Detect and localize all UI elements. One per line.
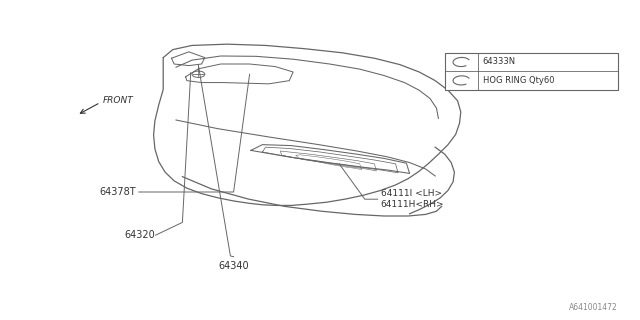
Bar bbox=[445, 53, 618, 90]
Text: 64111I <LH>: 64111I <LH> bbox=[381, 189, 442, 198]
Text: A641001472: A641001472 bbox=[569, 303, 618, 312]
Text: 64340: 64340 bbox=[218, 260, 249, 271]
Text: 64378T: 64378T bbox=[99, 187, 136, 197]
Text: FRONT: FRONT bbox=[102, 96, 133, 105]
Text: HOG RING Qty60: HOG RING Qty60 bbox=[483, 76, 554, 85]
Text: 64320: 64320 bbox=[125, 230, 156, 240]
Text: 64333N: 64333N bbox=[483, 58, 516, 67]
Text: 64111H<RH>: 64111H<RH> bbox=[381, 200, 444, 209]
